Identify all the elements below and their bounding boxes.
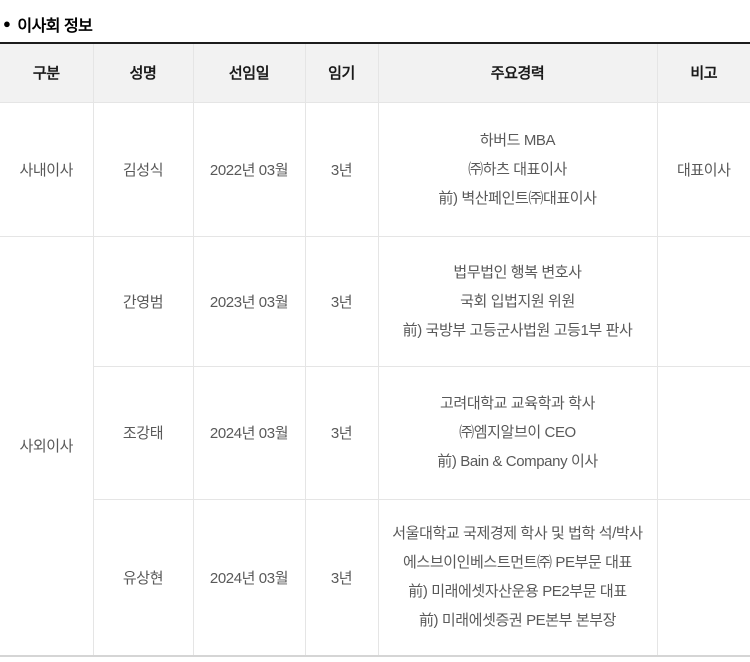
table-row: 유상현 2024년 03월 3년 서울대학교 국제경제 학사 및 법학 석/박사…	[0, 498, 750, 657]
date-cell: 2022년 03월	[192, 101, 306, 237]
table-row: 사내이사 김성식 2022년 03월 3년 하버드 MBA ㈜하츠 대표이사 前…	[0, 101, 750, 237]
career-line: 고려대학교 교육학과 학사	[440, 395, 595, 412]
header-appointment-date: 선임일	[192, 43, 306, 103]
career-line: 법무법인 행복 변호사	[453, 263, 582, 281]
career-cell: 서울대학교 국제경제 학사 및 법학 석/박사 에스브이인베스트먼트㈜ PE부문…	[377, 498, 658, 657]
date-cell: 2024년 03월	[192, 365, 306, 500]
career-line: 국회 입법지원 위원	[460, 292, 575, 310]
career-cell: 고려대학교 교육학과 학사 ㈜엠지알브이 CEO 前) Bain & Compa…	[377, 365, 658, 500]
career-line: 前) Bain & Company 이사	[437, 453, 598, 470]
page-title: ● 이사회 정보	[0, 0, 750, 42]
category-cell: 사내이사	[0, 101, 94, 237]
career-line: 하버드 MBA	[479, 131, 556, 149]
category-cell: 사외이사	[0, 235, 94, 657]
term-cell: 3년	[304, 498, 379, 657]
note-cell: 대표이사	[656, 101, 750, 237]
date-cell: 2024년 03월	[192, 498, 306, 657]
header-note: 비고	[656, 43, 750, 103]
career-line: ㈜하츠 대표이사	[468, 160, 567, 178]
career-line: 前) 미래에셋증권 PE본부 본부장	[418, 612, 617, 630]
career-line: ㈜엠지알브이 CEO	[459, 424, 576, 441]
career-line: 前) 벽산페인트㈜대표이사	[438, 189, 597, 207]
career-line: 前) 국방부 고등군사법원 고등1부 판사	[402, 321, 633, 339]
name-cell: 김성식	[92, 101, 194, 237]
term-cell: 3년	[304, 365, 379, 500]
name-cell: 간영범	[92, 235, 194, 367]
header-category: 구분	[0, 43, 94, 103]
header-row: 구분 성명 선임일 임기 주요경력 비고	[0, 43, 750, 103]
note-cell	[656, 365, 750, 500]
board-info-table: 구분 성명 선임일 임기 주요경력 비고 사내이사 김성식 2022년 03월 …	[0, 42, 750, 657]
career-line: 前) 미래에셋자산운용 PE2부문 대표	[408, 583, 627, 601]
table-row: 조강태 2024년 03월 3년 고려대학교 교육학과 학사 ㈜엠지알브이 CE…	[0, 365, 750, 500]
date-cell: 2023년 03월	[192, 235, 306, 367]
note-cell	[656, 235, 750, 367]
career-line: 에스브이인베스트먼트㈜ PE부문 대표	[403, 554, 632, 572]
career-line: 서울대학교 국제경제 학사 및 법학 석/박사	[392, 525, 643, 543]
name-cell: 유상현	[93, 498, 194, 657]
name-cell: 조강태	[93, 365, 194, 500]
header-career: 주요경력	[377, 43, 658, 103]
header-name: 성명	[92, 43, 194, 103]
term-cell: 3년	[304, 101, 379, 237]
page-title-text: 이사회 정보	[17, 18, 93, 35]
table-row: 사외이사 간영범 2023년 03월 3년 법무법인 행복 변호사 국회 입법지…	[0, 235, 750, 657]
bullet-icon: ●	[3, 15, 11, 31]
note-cell	[656, 498, 750, 657]
career-cell: 법무법인 행복 변호사 국회 입법지원 위원 前) 국방부 고등군사법원 고등1…	[377, 235, 658, 367]
header-term: 임기	[304, 43, 379, 103]
career-cell: 하버드 MBA ㈜하츠 대표이사 前) 벽산페인트㈜대표이사	[377, 101, 658, 237]
term-cell: 3년	[304, 235, 379, 367]
